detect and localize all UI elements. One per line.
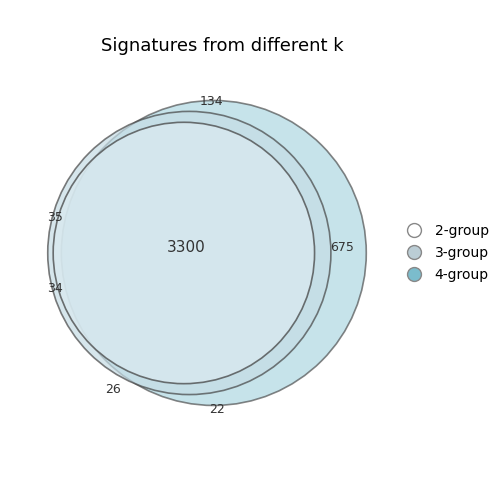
Text: 34: 34: [47, 282, 62, 295]
Text: 22: 22: [209, 403, 224, 416]
Text: 134: 134: [199, 95, 223, 108]
Text: 3300: 3300: [167, 240, 206, 255]
Text: 675: 675: [330, 241, 354, 254]
Text: 35: 35: [46, 211, 62, 224]
Text: 26: 26: [105, 383, 121, 396]
Circle shape: [53, 122, 314, 384]
Legend: 2-group, 3-group, 4-group: 2-group, 3-group, 4-group: [395, 218, 494, 288]
Title: Signatures from different k: Signatures from different k: [101, 37, 343, 55]
Circle shape: [61, 100, 366, 405]
Circle shape: [48, 111, 331, 395]
